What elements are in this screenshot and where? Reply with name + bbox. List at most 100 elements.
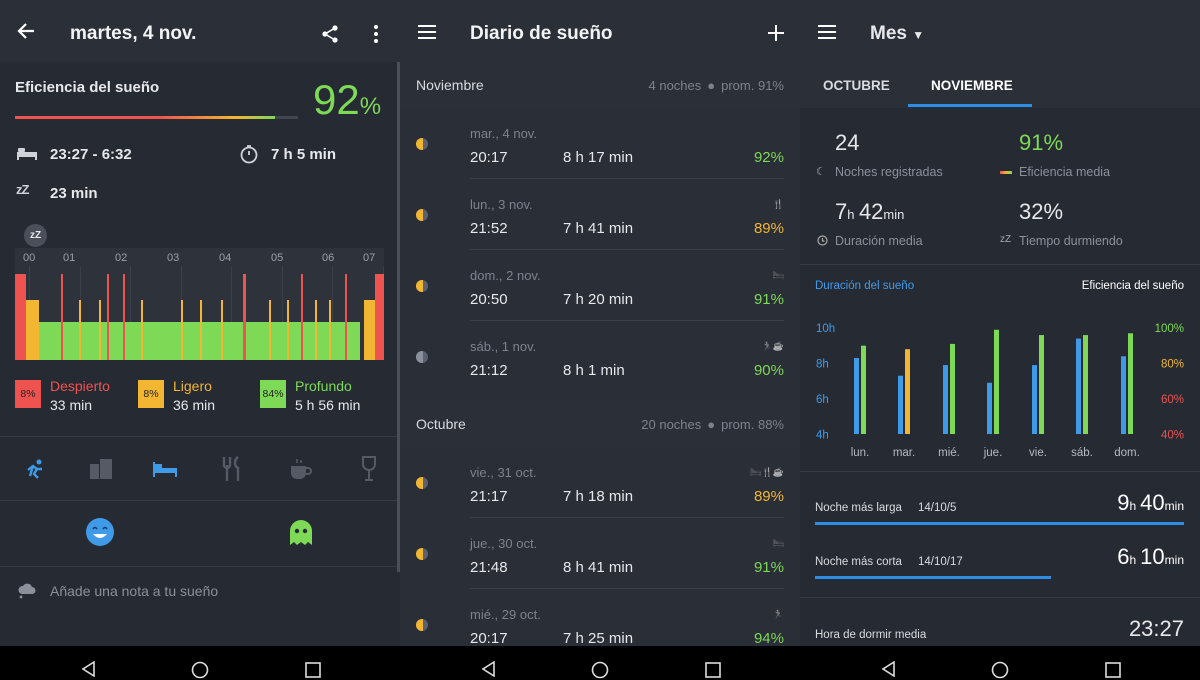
run-icon[interactable]	[22, 456, 48, 482]
avg-efficiency-label: Eficiencia media	[1019, 165, 1111, 179]
android-nav-bar	[0, 646, 1200, 679]
x-tick-label: jue.	[983, 447, 1003, 459]
hypnogram-hour-label: 06	[322, 252, 335, 264]
nav-recents-icon[interactable]	[704, 661, 722, 679]
x-tick-label: dom.	[1114, 447, 1140, 459]
divider	[470, 588, 784, 589]
menu-icon[interactable]	[416, 22, 438, 42]
clock-icon	[816, 234, 828, 246]
ghost-icon[interactable]	[286, 516, 316, 548]
diary-entry[interactable]: lun., 3 nov. 21:52 7 h 41 min 🍴 89%	[400, 179, 800, 250]
diary-entry[interactable]: dom., 2 nov. 20:50 7 h 20 min 🛏 91%	[400, 250, 800, 321]
bar-efficiency	[861, 345, 866, 434]
wine-icon[interactable]	[356, 456, 382, 482]
y-right-tick: 60%	[1161, 394, 1184, 406]
nav-back-icon[interactable]	[880, 660, 898, 678]
entry-tag-icons: 🛏🍴☕	[750, 467, 784, 477]
avg-efficiency: 91%	[1019, 130, 1064, 155]
awake-spike	[301, 274, 303, 360]
diary-entry[interactable]: jue., 30 oct. 21:48 8 h 41 min 🛏 91%	[400, 518, 800, 589]
record-minutes: 10	[1140, 544, 1165, 569]
share-icon[interactable]	[318, 22, 342, 46]
chart-legend-duration: Duración del sueño	[815, 280, 915, 292]
menu-icon[interactable]	[816, 22, 838, 42]
nav-recents-icon[interactable]	[1104, 661, 1122, 679]
nav-home-icon[interactable]	[590, 660, 610, 680]
diary-entry[interactable]: mar., 4 nov. 20:17 8 h 17 min 92%	[400, 108, 800, 179]
entry-day: lun., 3 nov.	[470, 197, 533, 212]
record-value: 9h 40min	[1117, 490, 1184, 516]
more-menu-icon[interactable]	[366, 22, 386, 46]
moon-icon: ☾	[816, 166, 826, 178]
entry-duration: 7 h 20 min	[563, 291, 634, 308]
divider	[470, 178, 784, 179]
note-input[interactable]: Añade una nota a tu sueño	[50, 583, 219, 599]
entry-tag-icons: 🍴	[772, 199, 784, 209]
period-dropdown[interactable]: Mes ▼	[870, 23, 925, 44]
bar-efficiency	[905, 349, 910, 434]
back-arrow-icon[interactable]	[14, 19, 38, 43]
light-spike	[141, 300, 143, 360]
diary-entry[interactable]: vie., 31 oct. 21:17 7 h 18 min 🛏🍴☕ 89%	[400, 447, 800, 518]
nav-back-icon[interactable]	[80, 660, 98, 678]
light-spike	[79, 300, 81, 360]
hypnogram-hour-label: 03	[167, 252, 180, 264]
entry-day: dom., 2 nov.	[470, 268, 541, 283]
time-asleep-label: Tiempo durmiendo	[1019, 234, 1123, 248]
nav-home-icon[interactable]	[990, 660, 1010, 680]
coffee-icon[interactable]	[288, 456, 314, 482]
bed-icon[interactable]	[152, 456, 178, 482]
time-range: 23:27 - 6:32	[50, 146, 132, 163]
entry-efficiency: 89%	[753, 488, 784, 505]
moon-phase-icon	[416, 280, 428, 292]
entry-day: mié., 29 oct.	[470, 607, 541, 622]
y-right-tick: 100%	[1155, 323, 1184, 335]
hypnogram-hour-label: 04	[219, 252, 232, 264]
building-icon[interactable]	[88, 456, 114, 482]
moon-lit-half	[416, 280, 423, 292]
moon-phase-icon	[416, 209, 428, 221]
legend-pct-box: 84%	[260, 380, 286, 408]
page-title: martes, 4 nov.	[70, 23, 197, 44]
avg-duration: 7h 42min	[835, 199, 905, 224]
entry-start-time: 21:48	[470, 559, 508, 576]
deep-sleep-band	[39, 322, 360, 360]
tab-octubre[interactable]: OCTUBRE	[823, 78, 890, 93]
diary-entry[interactable]: sáb., 1 nov. 21:12 8 h 1 min 🏃☕ 90%	[400, 321, 800, 392]
x-tick-label: mar.	[893, 447, 915, 459]
legend-value: 33 min	[50, 397, 93, 413]
light-segment	[364, 300, 375, 360]
scrollbar[interactable]	[397, 62, 400, 572]
y-left-tick: 4h	[816, 430, 829, 442]
page-title: Diario de sueño	[470, 23, 613, 44]
tab-noviembre[interactable]: NOVIEMBRE	[931, 78, 1013, 93]
happy-mood-icon[interactable]	[84, 516, 116, 548]
awake-segment	[375, 274, 384, 360]
efficiency-gradient-icon	[1000, 171, 1012, 174]
hypnogram-hour-label: 00	[23, 252, 36, 264]
nav-home-icon[interactable]	[190, 660, 210, 680]
food-icon[interactable]	[220, 456, 246, 482]
nav-recents-icon[interactable]	[304, 661, 322, 679]
dot-separator: ●	[707, 417, 716, 432]
nav-back-icon[interactable]	[480, 660, 498, 678]
average-efficiency: prom. 91%	[721, 78, 784, 93]
monthly-stats-panel: Mes ▼ OCTUBRE NOVIEMBRE 24 ☾ Noches regi…	[800, 0, 1200, 646]
moon-phase-icon	[416, 138, 428, 150]
efficiency-label: Eficiencia del sueño	[15, 79, 160, 96]
record-hours: 6	[1117, 544, 1130, 569]
app-bar: martes, 4 nov.	[0, 0, 400, 62]
awake-segment	[15, 274, 26, 360]
time-asleep: 32%	[1019, 199, 1064, 224]
entry-day: jue., 30 oct.	[470, 536, 538, 551]
bar-efficiency	[1128, 333, 1133, 434]
note-cloud-icon	[16, 580, 38, 602]
diary-entry[interactable]: mié., 29 oct. 20:17 7 h 25 min 🏃 94%	[400, 589, 800, 646]
app-bar: Mes ▼ OCTUBRE NOVIEMBRE	[800, 0, 1200, 108]
x-tick-label: sáb.	[1071, 447, 1093, 459]
record-hours-unit: h	[1129, 499, 1137, 513]
add-icon[interactable]	[765, 22, 787, 44]
nights-count: 20 noches	[641, 417, 702, 432]
entry-start-time: 21:17	[470, 488, 508, 505]
y-right-tick: 80%	[1161, 359, 1184, 371]
